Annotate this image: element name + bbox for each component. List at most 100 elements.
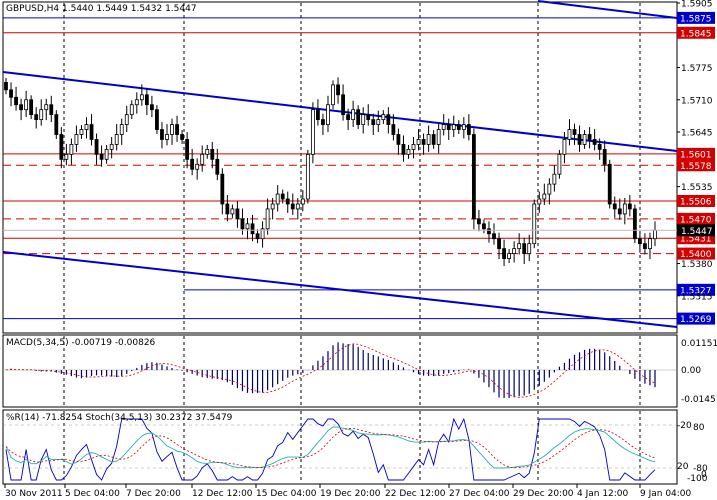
level-tag-1.5327 — [677, 283, 715, 296]
candle-body-88 — [446, 124, 451, 130]
candle-body-18 — [94, 139, 99, 155]
candle-body-94 — [477, 218, 481, 225]
candle-body-75 — [381, 114, 386, 121]
candle-body-24 — [124, 114, 129, 125]
price-tick-label-6: 1.5380 — [681, 260, 713, 270]
candle-body-33 — [170, 124, 174, 135]
candle-body-78 — [396, 134, 401, 145]
candle-body-62 — [316, 109, 320, 121]
candle-body-54 — [275, 193, 280, 205]
candle-body-102 — [517, 243, 522, 250]
upper-channel-line-top — [537, 0, 678, 19]
osc-tick-label-4: 0 — [701, 470, 707, 480]
period-separators — [63, 3, 641, 483]
candle-body-105 — [532, 203, 537, 245]
macd-header: MACD(5,34,5) -0.00719 -0.00826 — [6, 338, 156, 348]
time-label-4: 15 Dec 04:00 — [256, 489, 317, 499]
level-label-1.5400: 1.5400 — [680, 250, 712, 260]
candle-body-12 — [64, 153, 69, 160]
candle-body-9 — [49, 104, 54, 116]
candle-body-124 — [627, 203, 632, 210]
candle-body-116 — [587, 134, 592, 140]
level-tag-1.5470 — [677, 212, 715, 225]
level-tag-1.5601 — [677, 147, 715, 160]
candle-body-65 — [331, 84, 335, 106]
candle-body-37 — [190, 158, 195, 170]
price-tick-label-4: 1.5535 — [681, 183, 713, 193]
candle-body-82 — [416, 139, 421, 145]
candle-body-5 — [29, 99, 34, 116]
candle-body-127 — [643, 243, 647, 250]
price-tick-label-2: 1.5710 — [681, 96, 713, 106]
time-label-6: 22 Dec 12:00 — [385, 489, 446, 499]
candle-body-68 — [346, 114, 351, 121]
macd-panel — [2, 334, 678, 408]
level-tag-1.5269 — [677, 312, 715, 325]
candle-body-8 — [44, 104, 49, 111]
oscillator-lines — [3, 417, 677, 481]
current-price-tag — [677, 224, 715, 237]
candle-body-103 — [522, 243, 527, 255]
candle-body-50 — [255, 233, 260, 240]
candle-body-63 — [321, 119, 325, 125]
candle-body-13 — [69, 144, 74, 155]
candle-body-69 — [351, 109, 356, 121]
candle-body-19 — [99, 153, 104, 160]
level-tag-1.5845 — [677, 26, 715, 39]
level-label-1.5431: 1.5431 — [680, 235, 712, 245]
candle-body-30 — [155, 109, 159, 130]
main-header: GBPUSD,H4 1.5440 1.5449 1.5432 1.5447 — [6, 4, 197, 14]
candle-body-106 — [537, 198, 542, 205]
candle-body-71 — [361, 114, 366, 125]
candle-body-121 — [612, 203, 617, 210]
candle-body-97 — [492, 233, 496, 240]
candle-body-114 — [577, 134, 582, 145]
candle-body-11 — [59, 134, 64, 160]
time-axis: 30 Nov 2011 5 Dec 04:00 7 Dec 20:00 12 Dec … — [4, 484, 692, 499]
candle-body-46 — [235, 208, 240, 220]
candle-body-117 — [592, 139, 597, 145]
stochastic-signal-line — [5, 428, 656, 469]
candle-body-40 — [205, 148, 210, 155]
candle-body-10 — [54, 114, 59, 135]
candle-body-32 — [165, 134, 169, 140]
candle-body-86 — [436, 129, 441, 145]
candle-body-21 — [109, 144, 114, 150]
candle-body-39 — [200, 153, 205, 165]
candle-body-2 — [14, 96, 18, 106]
osc-tick-label-3: -80 — [693, 464, 708, 474]
osc-tick-label-5: -100 — [687, 474, 708, 484]
candle-body-61 — [310, 109, 315, 155]
candle-body-6 — [34, 114, 39, 121]
candle-body-3 — [19, 104, 23, 111]
candle-body-48 — [245, 223, 250, 230]
candle-body-122 — [617, 208, 622, 215]
candle-body-111 — [562, 139, 567, 155]
level-tag-1.5578 — [677, 159, 715, 172]
price-tick-label-7: 1.5315 — [681, 292, 713, 302]
candle-body-89 — [451, 124, 456, 130]
time-label-5: 19 Dec 20:00 — [320, 489, 381, 499]
candle-body-17 — [89, 124, 94, 140]
candle-body-73 — [371, 119, 376, 125]
candle-body-115 — [582, 134, 587, 145]
candle-body-128 — [648, 238, 652, 250]
level-label-1.5578: 1.5578 — [680, 162, 712, 172]
candle-body-123 — [622, 203, 627, 215]
candle-body-87 — [441, 124, 446, 130]
time-label-10: 9 Jan 04:00 — [640, 489, 692, 499]
candle-body-113 — [572, 129, 577, 135]
time-label-8: 29 Dec 20:00 — [513, 489, 574, 499]
candle-body-14 — [74, 134, 79, 145]
candle-body-125 — [632, 208, 637, 240]
level-label-1.5269: 1.5269 — [680, 315, 712, 325]
candle-body-66 — [336, 84, 340, 96]
candle-body-77 — [391, 124, 396, 135]
candle-body-35 — [180, 134, 184, 140]
candle-body-107 — [542, 193, 547, 200]
macd-tick-label-2: -0.01451 — [681, 395, 717, 405]
candle-body-126 — [638, 238, 642, 245]
level-label-1.5845: 1.5845 — [680, 29, 712, 39]
candle-body-52 — [265, 208, 270, 230]
